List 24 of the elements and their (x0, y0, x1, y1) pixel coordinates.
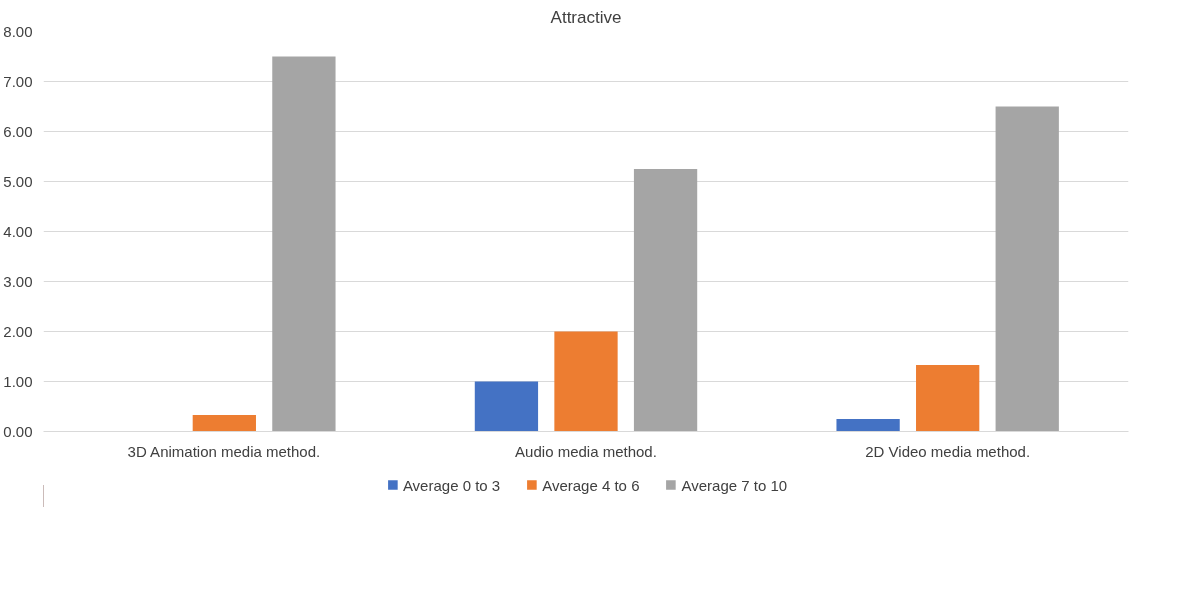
bar (272, 56, 336, 432)
bar (633, 169, 698, 432)
y-tick-label: 7.00 (3, 72, 33, 90)
y-tick-label: 6.00 (3, 122, 33, 140)
bar (554, 331, 618, 432)
y-tick-label: 4.00 (3, 222, 33, 240)
y-tick-label: 8.00 (3, 22, 33, 40)
y-tick-label: 2.00 (3, 322, 33, 340)
bar (995, 106, 1059, 432)
legend-label: Average 0 to 3 (402, 476, 501, 493)
chart-title: Attractive (550, 7, 622, 27)
x-tick-label: 3D Animation media method. (127, 442, 321, 460)
y-tick-label: 3.00 (3, 272, 33, 290)
legend-label: Average 4 to 6 (542, 476, 640, 493)
y-tick-label: 1.00 (3, 372, 33, 390)
bar (474, 381, 539, 432)
y-tick-label: 0.00 (3, 422, 33, 440)
bar (836, 419, 900, 432)
y-tick-label: 5.00 (3, 172, 33, 190)
x-tick-label: 2D Video media method. (865, 442, 1031, 460)
legend-label: Average 7 to 10 (681, 476, 788, 493)
bar (192, 415, 256, 432)
x-tick-label: Audio media method. (515, 442, 657, 460)
bar (916, 365, 980, 432)
